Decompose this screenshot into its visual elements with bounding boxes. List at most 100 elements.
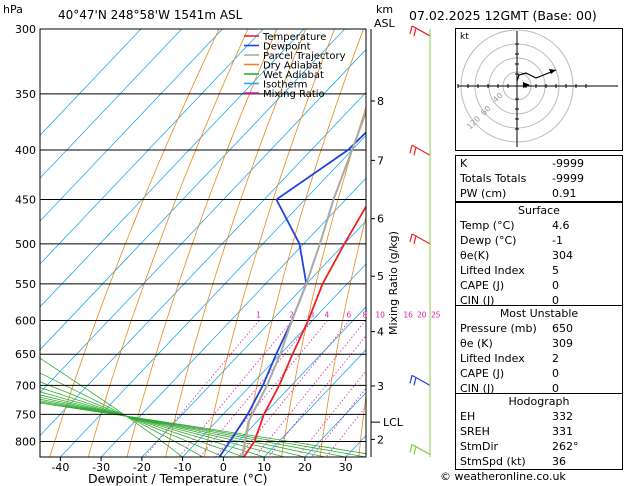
mixing-ratio-label: 8 <box>363 311 368 320</box>
mixing-ratio-line <box>199 320 313 457</box>
pressure-tick-label: 400 <box>15 144 36 157</box>
dry-adiabat-line <box>319 215 366 457</box>
dry-adiabat-line <box>49 29 220 457</box>
index-row-k: K -9999 <box>460 157 584 170</box>
temp-tick-label: -40 <box>51 461 69 474</box>
wind-barb-flag <box>413 377 417 386</box>
most-unstable-row: Pressure (mb) 650 <box>460 322 573 335</box>
series-line-parcel-trajectory <box>241 109 366 457</box>
hodograph-row: EH 332 <box>460 410 573 423</box>
surface-row: Temp (°C) 4.6 <box>460 219 570 232</box>
hodograph-arrow-icon <box>549 69 556 74</box>
mixing-ratio-label: 16 <box>403 311 413 320</box>
pressure-tick-label: 450 <box>15 194 36 207</box>
mixing-ratio-label: 20 <box>417 311 427 320</box>
wet-adiabat-line <box>40 357 183 457</box>
isotherm-line <box>40 29 183 179</box>
isotherm-line <box>40 29 264 265</box>
hodograph-ring-label-60: 60 <box>479 104 493 118</box>
legend-label: Parcel Trajectory <box>263 51 346 62</box>
surface-table: Surface Temp (°C) 4.6 Dewp (°C) -1 θe(K) 30… <box>455 202 623 309</box>
isotherm-line <box>40 29 305 308</box>
wet-adiabat-line <box>40 381 224 457</box>
location-title: 40°47'N 248°58'W 1541m ASL <box>58 8 243 22</box>
mixing-ratio-line <box>296 370 366 457</box>
legend-label: Wet Adiabat <box>263 70 324 81</box>
dry-adiabat-line <box>203 29 335 457</box>
hodograph-row: StmDir 262° <box>460 440 579 453</box>
most-unstable-title: Most Unstable <box>499 307 579 320</box>
mixing-ratio-label: 1 <box>256 311 261 320</box>
indices-table: K -9999 Totals Totals -9999 PW (cm) 0.91 <box>455 155 623 202</box>
surface-row: θe(K) 304 <box>460 249 573 262</box>
temp-tick-label: 0 <box>220 461 227 474</box>
pressure-tick-label: 300 <box>15 23 36 36</box>
wind-barb-flag <box>413 27 417 37</box>
km-tick-label: 7 <box>377 154 384 167</box>
legend-label: Isotherm <box>263 80 307 91</box>
wet-adiabat-line <box>40 401 366 457</box>
dry-adiabat-line <box>87 29 249 457</box>
wind-barb-icon <box>411 25 431 37</box>
wet-adiabat-line <box>40 387 244 457</box>
wind-barb-icon <box>411 443 431 455</box>
isotherm-line <box>40 29 142 136</box>
index-row-totals: Totals Totals -9999 <box>460 172 584 185</box>
hodograph-kt-label: kt <box>460 32 469 42</box>
pressure-tick-label: 550 <box>15 278 36 291</box>
wind-barb-icon <box>411 374 431 386</box>
mixing-ratio-line <box>237 320 350 457</box>
wind-barb-icon <box>411 233 431 245</box>
temp-tick-label: -10 <box>174 461 192 474</box>
hodograph-title: Hodograph <box>508 395 570 408</box>
mixing-ratio-axis-label: Mixing Ratio (g/kg) <box>387 231 400 335</box>
pressure-tick-label: 600 <box>15 315 36 328</box>
km-tick-label: 5 <box>377 270 384 283</box>
surface-row: Dewp (°C) -1 <box>460 234 563 247</box>
mixing-ratio-label: 4 <box>325 311 330 320</box>
wind-barb-flag <box>409 444 413 453</box>
pressure-tick-label: 350 <box>15 88 36 101</box>
most-unstable-row: CIN (J) 0 <box>460 382 559 395</box>
datetime-title: 07.02.2025 12GMT (Base: 00) <box>409 8 597 23</box>
hpa-unit-label: hPa <box>3 3 23 16</box>
km-tick-label: 6 <box>377 213 384 226</box>
legend-label: Mixing Ratio <box>263 89 325 100</box>
legend-label: Temperature <box>262 32 326 43</box>
wind-barb-flag <box>409 375 413 384</box>
temp-tick-label: 10 <box>257 461 271 474</box>
most-unstable-table: Most Unstable Pressure (mb) 650 θe (K) 309… <box>455 305 623 397</box>
wind-barb-flag <box>413 446 417 455</box>
dry-adiabat-line <box>165 29 307 457</box>
mixing-ratio-label: 10 <box>375 311 385 320</box>
wind-barb-flag <box>413 147 417 156</box>
x-axis-label: Dewpoint / Temperature (°C) <box>88 471 267 486</box>
dry-adiabat-line <box>358 392 366 457</box>
wet-adiabat-line <box>40 372 204 457</box>
km-tick-label: 2 <box>377 433 384 446</box>
hodograph-trace <box>516 69 557 82</box>
pressure-tick-label: 700 <box>15 379 36 392</box>
hodograph-row: StmSpd (kt) 36 <box>460 455 566 468</box>
wet-adiabat-line <box>40 396 305 457</box>
wet-adiabat-line <box>40 391 265 457</box>
km-unit-label: km <box>376 3 394 16</box>
legend-label: Dry Adiabat <box>263 61 322 72</box>
most-unstable-row: Lifted Index 2 <box>460 352 559 365</box>
surface-row: CIN (J) 0 <box>460 294 559 307</box>
wet-adiabat-line <box>40 400 346 457</box>
wet-adiabat-line <box>40 394 285 457</box>
km-tick-label: 8 <box>377 95 384 108</box>
index-row-pw: PW (cm) 0.91 <box>460 187 577 200</box>
temp-tick-label: -30 <box>92 461 110 474</box>
hodograph-ring-label-120: 120 <box>465 114 482 131</box>
pressure-tick-label: 500 <box>15 238 36 251</box>
mixing-ratio-label: 2 <box>289 311 294 320</box>
wind-barb-flag <box>409 145 413 154</box>
series-line-temperature <box>243 204 366 457</box>
wind-barb-flag <box>413 235 417 244</box>
hodograph-row: SREH 331 <box>460 425 573 438</box>
asl-unit-label: ASL <box>374 17 395 30</box>
